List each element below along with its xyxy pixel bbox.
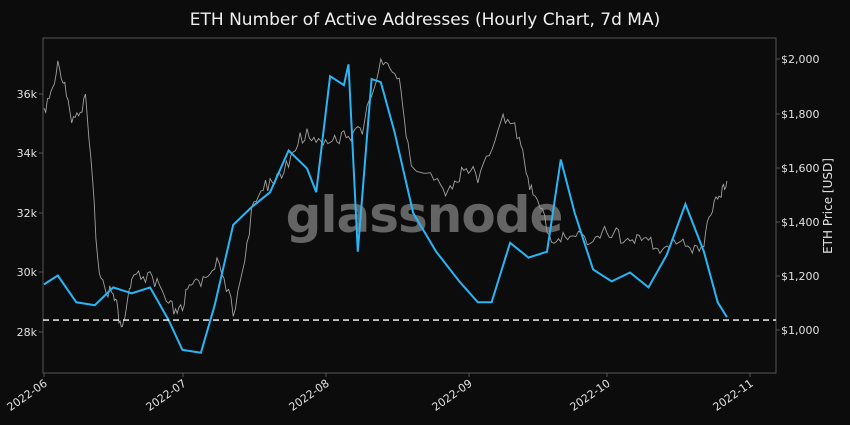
left-tick-label: 28k: [17, 326, 38, 339]
left-tick-label: 36k: [17, 88, 38, 101]
x-tick-label: 2022-06: [5, 377, 50, 414]
right-tick-label: $1,000: [781, 324, 820, 337]
right-tick-label: $1,800: [781, 108, 820, 121]
plot-frame: [42, 37, 777, 374]
x-tick-label: 2022-09: [430, 377, 475, 414]
right-axis-label: ETH Price [USD]: [821, 158, 835, 254]
right-tick-label: $2,000: [781, 53, 820, 66]
x-tick-label: 2022-07: [144, 377, 189, 414]
left-axis: 36k 34k 32k 30k 28k: [17, 88, 43, 339]
right-axis: $2,000 $1,800 $1,600 $1,400 $1,200 $1,000: [776, 53, 820, 337]
right-tick-label: $1,400: [781, 216, 820, 229]
x-tick-label: 2022-08: [287, 377, 332, 414]
x-axis: 2022-06 2022-07 2022-08 2022-09 2022-10 2022-…: [5, 373, 756, 414]
glassnode-watermark: glassnode: [286, 186, 563, 244]
left-tick-label: 34k: [17, 147, 38, 160]
x-tick-label: 2022-11: [711, 377, 756, 414]
left-tick-label: 30k: [17, 266, 38, 279]
right-tick-label: $1,600: [781, 162, 820, 175]
left-tick-label: 32k: [17, 207, 38, 220]
x-tick-label: 2022-10: [568, 377, 613, 414]
right-tick-label: $1,200: [781, 270, 820, 283]
chart-title: ETH Number of Active Addresses (Hourly C…: [189, 10, 661, 30]
